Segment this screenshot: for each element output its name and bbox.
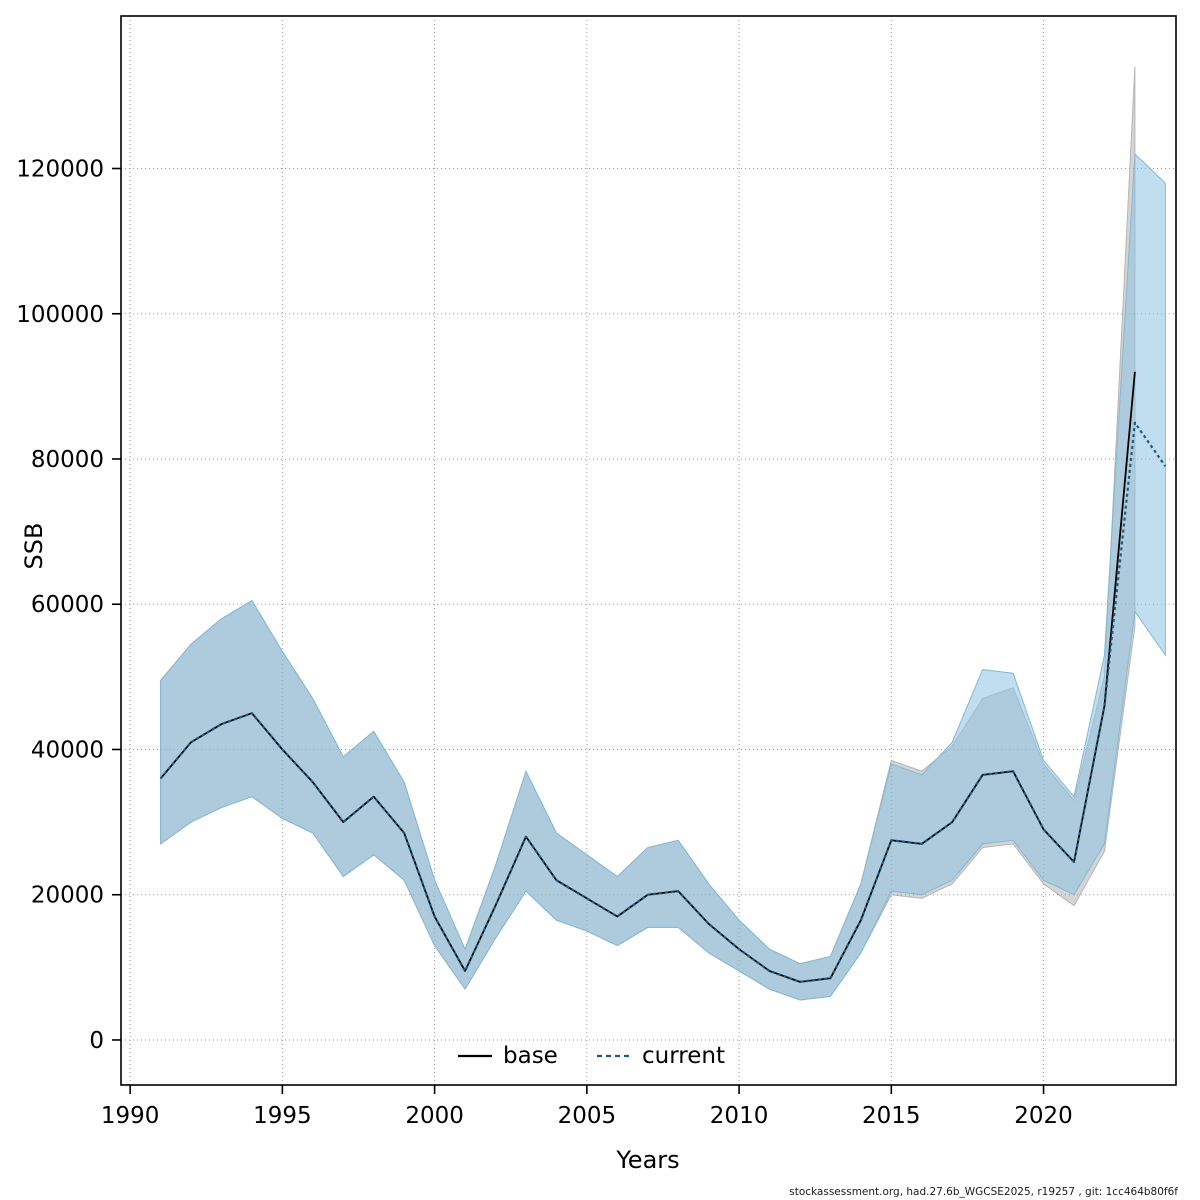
- y-axis-tick-label: 120000: [16, 157, 104, 183]
- y-axis-tick-label: 0: [89, 1028, 104, 1054]
- y-axis-tick-label: 20000: [31, 883, 104, 909]
- x-axis-tick-label: 2015: [862, 1103, 921, 1129]
- footer-attribution: stockassessment.org, had.27.6b_WGCSE2025…: [789, 1186, 1178, 1198]
- plot-border: [120, 15, 1177, 1086]
- y-axis-tick-label: 60000: [31, 592, 104, 618]
- x-axis-tick-label: 2005: [558, 1103, 617, 1129]
- x-axis-tick-label: 1995: [253, 1103, 312, 1129]
- y-axis-title: SSB: [20, 523, 48, 570]
- legend-label-base: base: [503, 1043, 558, 1069]
- y-axis-tick-label: 100000: [16, 302, 104, 328]
- confidence-band-current: [160, 152, 1166, 1001]
- legend-label-current: current: [642, 1043, 725, 1069]
- confidence-bands-layer: [160, 66, 1166, 1001]
- series-line-current: [159, 421, 1167, 983]
- axis-ticks-layer: 1990 1995 2000 2005 2010 2015 2020 0 20000 40000 6…: [16, 157, 1073, 1129]
- x-axis-tick-label: 2000: [405, 1103, 464, 1129]
- x-axis-tick-label: 2020: [1014, 1103, 1073, 1129]
- y-axis-tick-label: 40000: [31, 737, 104, 763]
- legend: base current: [458, 1043, 725, 1069]
- series-lines-layer: [159, 371, 1167, 983]
- x-axis-title: Years: [615, 1146, 679, 1174]
- y-axis-tick-label: 80000: [31, 447, 104, 473]
- x-axis-tick-label: 2010: [710, 1103, 769, 1129]
- x-axis-tick-label: 1990: [101, 1103, 160, 1129]
